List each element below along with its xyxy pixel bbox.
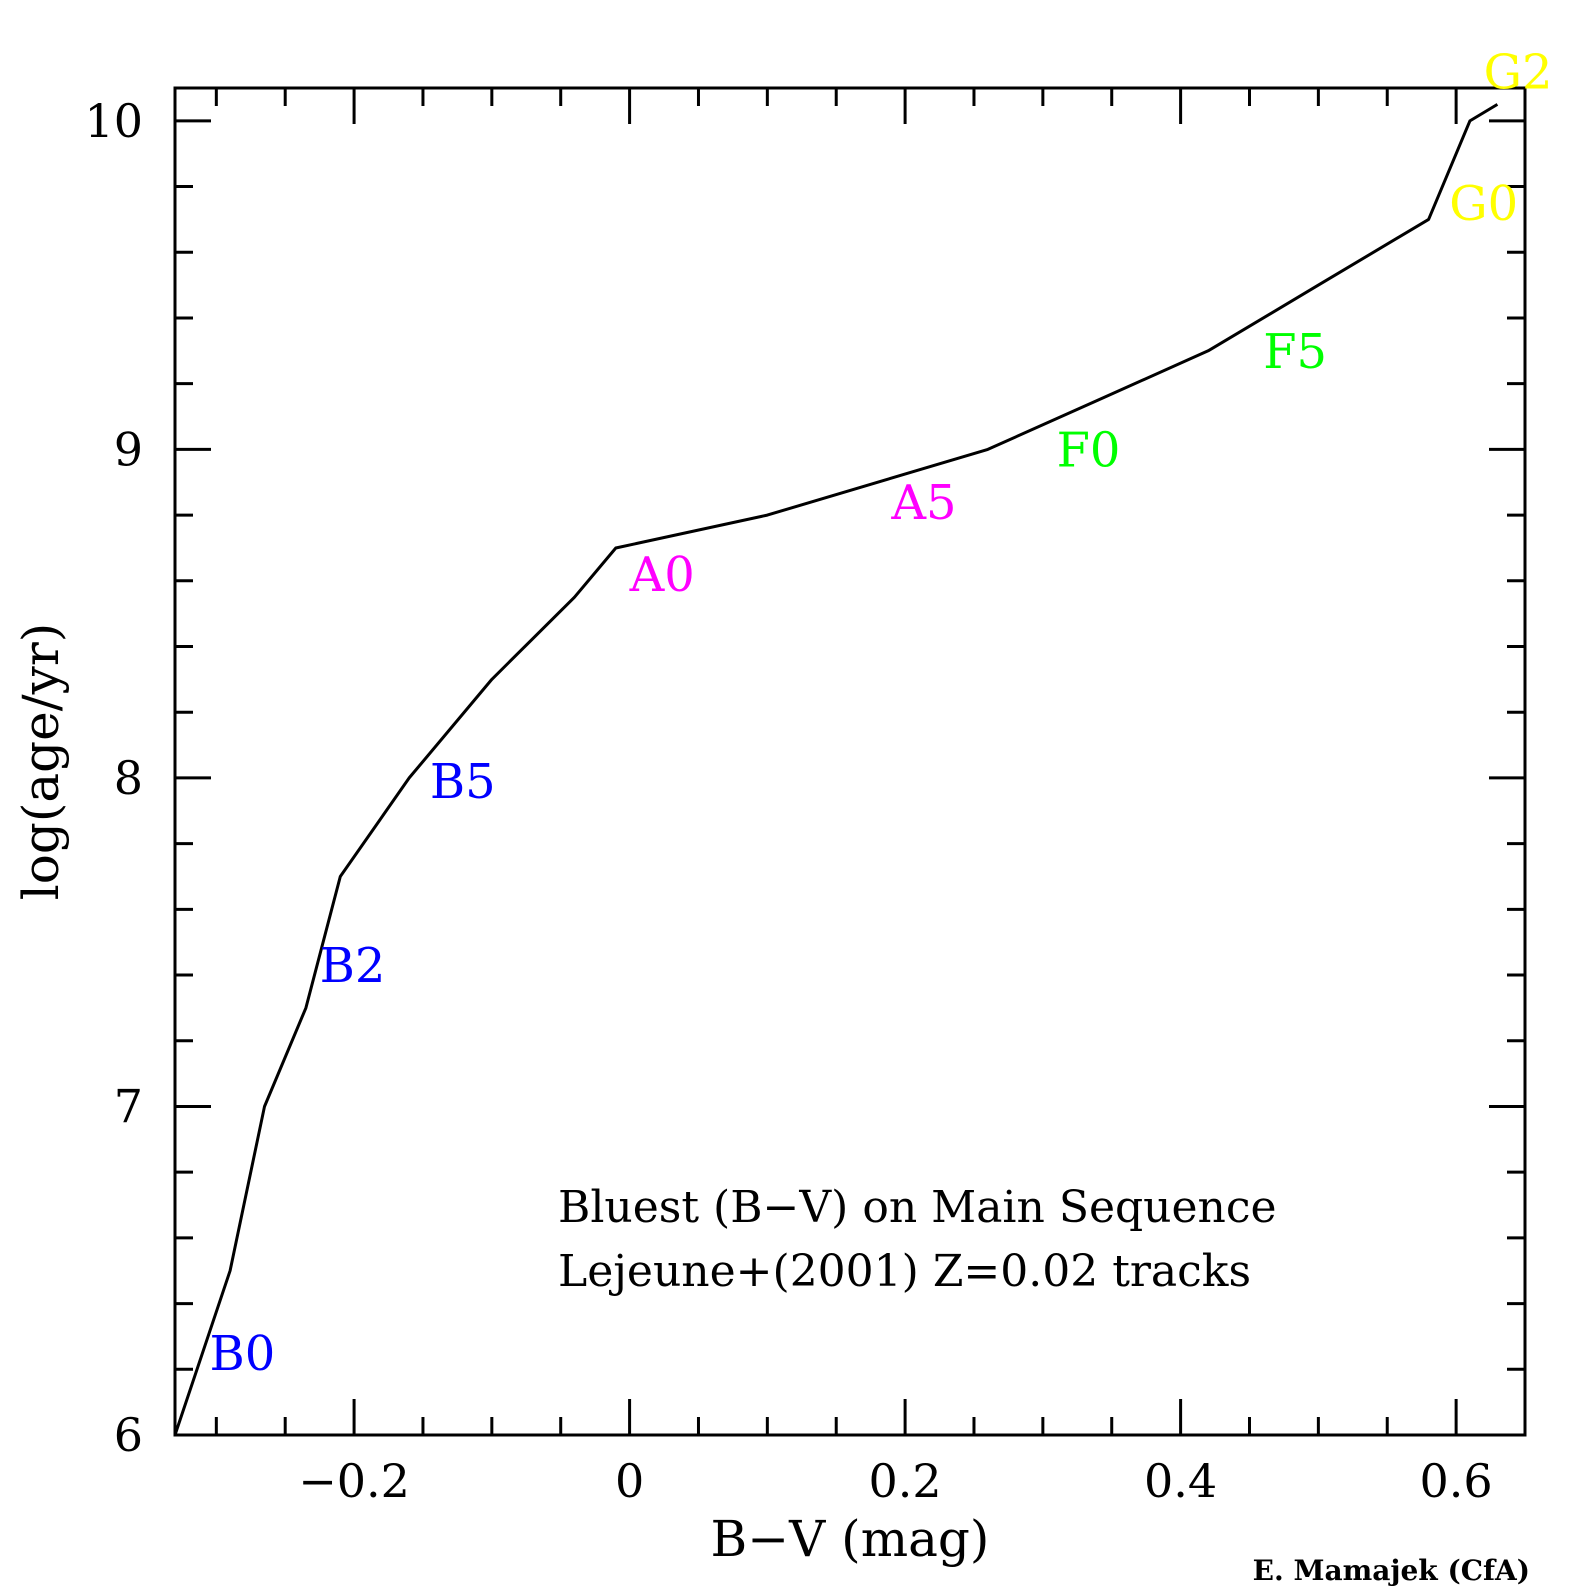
y-axis-label: log(age/yr) bbox=[12, 623, 70, 901]
plot-frame bbox=[173, 86, 1527, 1437]
spectral-label: A5 bbox=[890, 475, 956, 531]
x-tick-label: 0 bbox=[615, 1454, 644, 1508]
series-group bbox=[173, 103, 1499, 1436]
y-tick-label: 10 bbox=[84, 94, 143, 148]
spectral-label: G0 bbox=[1449, 176, 1518, 232]
tick-labels: −0.2 0 0.2 0.4 0.6 6 7 8 9 10 bbox=[84, 94, 1492, 1508]
x-tick-label: 0.6 bbox=[1420, 1454, 1493, 1508]
y-tick-label: 9 bbox=[114, 422, 143, 476]
note-line-1: Bluest (B−V) on Main Sequence bbox=[558, 1182, 1277, 1233]
x-tick-label: 0.4 bbox=[1144, 1454, 1217, 1508]
spectral-label: B2 bbox=[320, 938, 386, 994]
spectral-label: G2 bbox=[1484, 45, 1553, 101]
spectral-label: B5 bbox=[430, 754, 496, 810]
spectral-label: B0 bbox=[209, 1326, 275, 1382]
spectral-label: F0 bbox=[1057, 422, 1121, 478]
series-line bbox=[173, 103, 1499, 1436]
credit-text: E. Mamajek (CfA) bbox=[1253, 1554, 1530, 1587]
y-tick-label: 8 bbox=[114, 751, 143, 805]
y-tick-label: 7 bbox=[114, 1079, 143, 1133]
y-tick-label: 6 bbox=[114, 1408, 143, 1462]
note-line-2: Lejeune+(2001) Z=0.02 tracks bbox=[558, 1246, 1251, 1297]
spectral-label: A0 bbox=[629, 547, 695, 603]
x-tick-label: 0.2 bbox=[869, 1454, 942, 1508]
x-tick-label: −0.2 bbox=[298, 1454, 410, 1508]
spectral-type-labels: B0 B2 B5 A0 A5 F0 F5 G0 G2 bbox=[209, 45, 1552, 1382]
spectral-label: F5 bbox=[1263, 324, 1327, 380]
x-axis-label: B−V (mag) bbox=[711, 1510, 990, 1568]
